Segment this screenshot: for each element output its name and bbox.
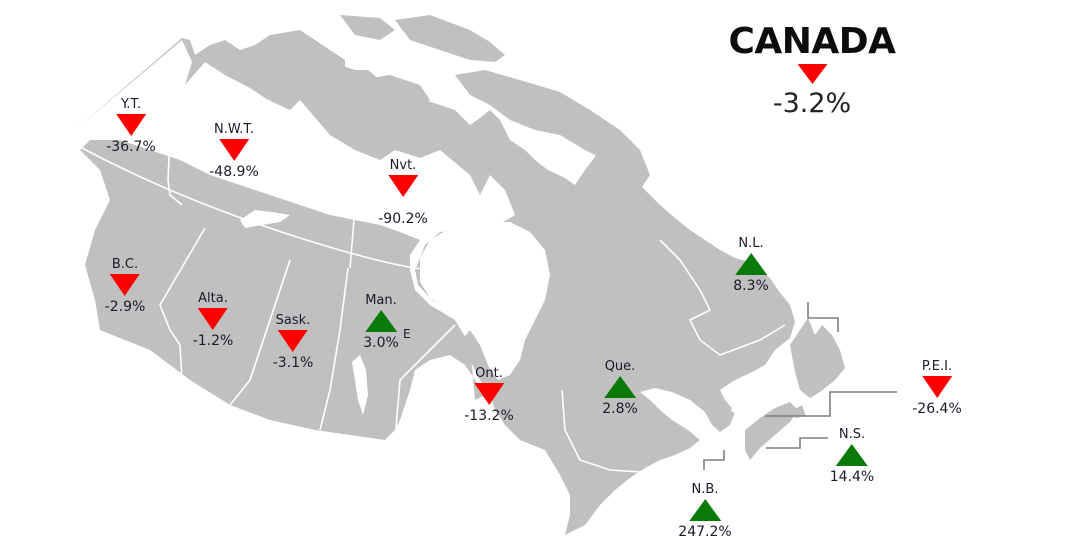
region-name: N.W.T.: [214, 122, 254, 137]
border-bc-alta: [159, 227, 206, 406]
leader-line-ns: [766, 437, 828, 449]
region-label-nl: N.L. 8.3%: [733, 236, 769, 294]
decrease-arrow-icon: [198, 308, 228, 330]
region-value: -26.4%: [912, 401, 962, 417]
region-name: N.L.: [738, 236, 764, 251]
region-value: 14.4%: [829, 469, 875, 485]
decrease-arrow-icon: [219, 139, 249, 161]
border-que-nl: [659, 239, 786, 356]
region-label-sask: Sask. -3.1%: [273, 313, 314, 371]
increase-arrow-icon: [364, 310, 397, 332]
decrease-arrow-icon: [278, 330, 308, 352]
region-name: N.S.: [838, 427, 866, 442]
leader-line-nb: [703, 450, 725, 470]
region-label-nvt: Nvt. -90.2%: [378, 158, 428, 227]
region-name: Ont.: [475, 366, 503, 381]
region-name: Sask.: [275, 313, 311, 328]
region-label-yt: Y.T. -36.7%: [106, 97, 156, 155]
region-label-bc: B.C. -2.9%: [105, 257, 146, 315]
great-slave-lake: [240, 210, 290, 228]
region-value: 2.8%: [602, 401, 638, 417]
region-label-ns: N.S. 14.4%: [830, 427, 874, 485]
region-value: -90.2%: [378, 211, 428, 227]
border-yt-bc: [81, 147, 456, 272]
national-decrease-arrow-icon: [796, 64, 827, 84]
region-value: -1.2%: [192, 333, 234, 349]
lake-winnipeg: [352, 355, 368, 415]
region-label-man: Man. 3.0%: [363, 293, 399, 351]
gulf-st-lawrence: [730, 392, 790, 420]
border-sask-man: [319, 267, 349, 431]
decrease-arrow-icon: [922, 376, 952, 398]
estimate-note-man: E: [403, 327, 411, 341]
region-value: -3.1%: [272, 355, 314, 371]
national-summary: CANADA -3.2%: [728, 21, 896, 120]
region-name: B.C.: [111, 257, 139, 272]
region-label-que: Que. 2.8%: [602, 359, 638, 417]
region-label-ont: Ont. -13.2%: [464, 366, 514, 424]
border-nwt-nvt: [257, 99, 356, 269]
arctic-islands-shape: [270, 15, 650, 248]
region-label-nb: N.B. 247.2%: [678, 482, 731, 540]
newfoundland-shape: [790, 318, 845, 398]
region-name: Y.T.: [121, 97, 141, 112]
country-title: CANADA: [728, 21, 896, 62]
region-label-pei: P.E.I. -26.4%: [912, 359, 962, 417]
region-value: -48.9%: [209, 164, 259, 180]
increase-arrow-icon: [835, 444, 868, 466]
region-label-alta: Alta. -1.2%: [193, 291, 234, 349]
region-label-nwt: N.W.T. -48.9%: [209, 122, 259, 180]
increase-arrow-icon: [688, 499, 721, 521]
border-yt-nwt: [167, 59, 191, 206]
hudson-bay: [420, 222, 550, 380]
decrease-arrow-icon: [116, 114, 146, 136]
increase-arrow-icon: [734, 253, 767, 275]
national-value: -3.2%: [772, 88, 852, 119]
region-name: Man.: [365, 293, 397, 308]
region-name: P.E.I.: [921, 359, 953, 374]
region-value: 3.0%: [363, 335, 399, 351]
region-value: -13.2%: [464, 408, 514, 424]
border-alta-sask: [229, 259, 291, 406]
region-name: Nvt.: [389, 158, 417, 173]
border-man-ont: [394, 324, 456, 441]
increase-arrow-icon: [603, 376, 636, 398]
region-value: -36.7%: [106, 139, 156, 155]
region-value: 247.2%: [678, 524, 732, 540]
region-name: Que.: [604, 359, 636, 374]
region-name: N.B.: [691, 482, 719, 497]
region-name: Alta.: [198, 291, 228, 306]
decrease-arrow-icon: [110, 274, 140, 296]
leader-line-pei: [765, 391, 897, 417]
decrease-arrow-icon: [388, 175, 418, 197]
region-value: 8.3%: [733, 278, 769, 294]
leader-line-nl: [807, 302, 839, 332]
region-value: -2.9%: [104, 299, 146, 315]
border-ont-que: [561, 389, 641, 473]
decrease-arrow-icon: [474, 383, 504, 405]
